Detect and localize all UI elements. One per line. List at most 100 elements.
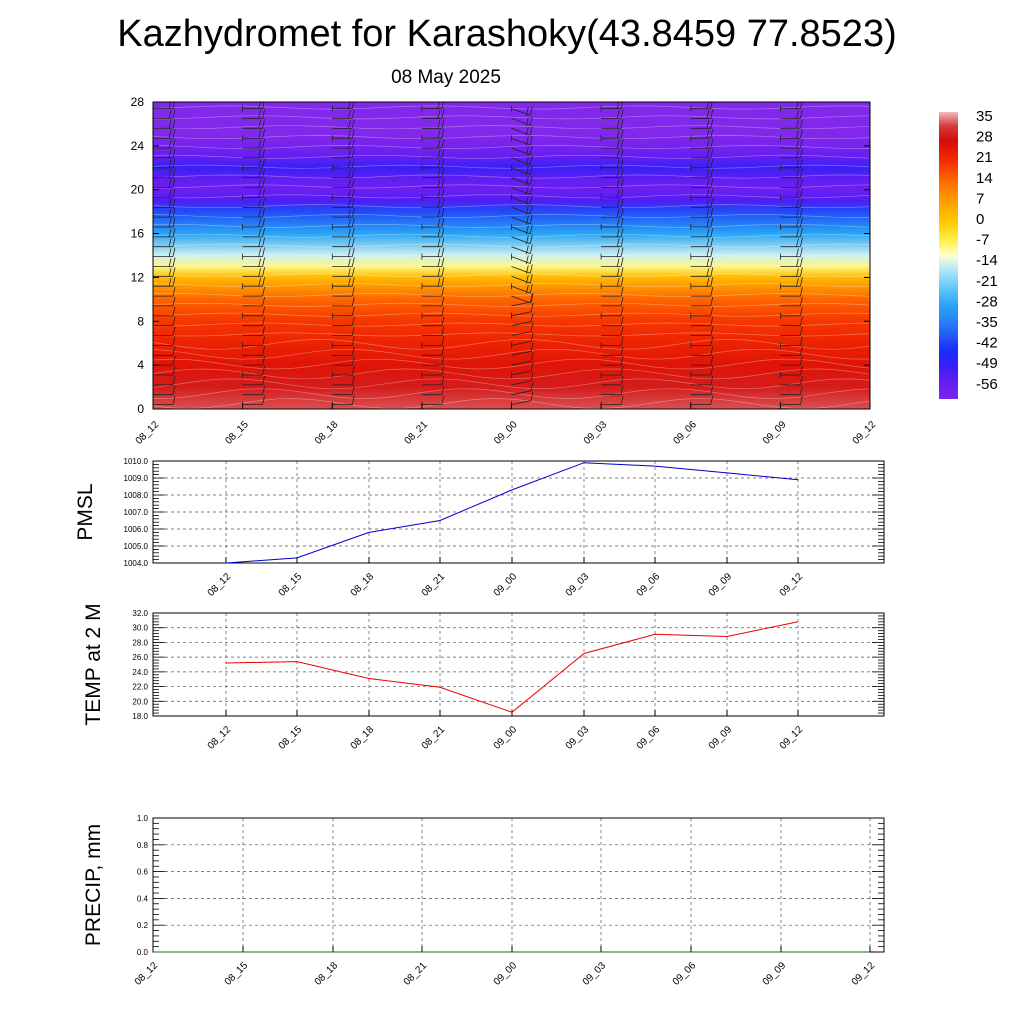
x-tick-label: 08_21 — [403, 419, 431, 447]
wind-barb — [869, 164, 870, 171]
wind-barb — [870, 109, 892, 119]
wind-barb — [511, 205, 533, 215]
wind-barb — [869, 312, 870, 319]
wind-barb — [153, 217, 176, 230]
wind-barb — [601, 316, 624, 327]
wind-barb — [332, 119, 355, 129]
wind-barb — [153, 375, 176, 386]
wind-barb — [600, 277, 624, 290]
colorbar: 35 28 21 14 7 0 -7 -14 -21 -28 -35 -42 -49 -56 — [939, 108, 998, 399]
wind-barb — [511, 302, 534, 319]
wind-barb — [780, 277, 803, 290]
wind-barb — [600, 306, 624, 319]
colorbar-label: -28 — [976, 293, 998, 310]
wind-barb — [332, 296, 355, 307]
wind-barb — [421, 326, 445, 336]
wind-barb — [600, 217, 624, 230]
y-tick-label: 1.0 — [137, 814, 149, 823]
wind-barb — [511, 253, 533, 265]
wind-barb — [421, 178, 445, 189]
wind-barb — [869, 194, 870, 201]
wind-barb — [421, 257, 445, 268]
x-tick-label: 09_00 — [492, 724, 520, 752]
wind-barb — [242, 139, 265, 149]
contour-line — [153, 398, 870, 409]
wind-barb — [511, 264, 533, 274]
wind-barb — [869, 105, 870, 112]
wind-barb — [601, 326, 624, 336]
wind-barb — [332, 267, 355, 277]
wind-barb — [690, 247, 714, 260]
wind-barb — [153, 296, 176, 307]
wind-barb — [511, 234, 533, 245]
wind-barb — [601, 109, 624, 119]
y-tick-label: 20 — [131, 183, 145, 197]
wind-barb — [511, 145, 533, 156]
y-tick-label: 4 — [137, 358, 144, 372]
wind-barb — [332, 109, 355, 119]
wind-barb — [421, 129, 445, 142]
wind-barb — [331, 129, 355, 142]
wind-barb — [780, 158, 803, 171]
wind-barb — [421, 385, 445, 396]
x-tick-label: 08_15 — [277, 724, 305, 752]
wind-barb — [421, 287, 445, 297]
wind-barb — [870, 297, 892, 306]
wind-barb — [870, 356, 892, 365]
contour-line — [153, 145, 870, 149]
x-tick-label: 09_12 — [778, 724, 806, 752]
y-tick-label: 0.0 — [137, 948, 149, 957]
wind-barb — [153, 326, 176, 336]
wind-barb — [421, 365, 445, 378]
y-tick-label: 18.0 — [132, 712, 148, 721]
wind-barb — [421, 296, 445, 307]
x-tick-label: 09_09 — [707, 724, 735, 752]
wind-barb — [511, 105, 533, 116]
x-tick-label: 09_06 — [635, 571, 663, 599]
wind-barb — [511, 185, 533, 195]
colorbar-label: 21 — [976, 149, 993, 166]
wind-barb — [690, 129, 714, 142]
wind-barb — [780, 227, 803, 238]
wind-barb — [421, 168, 445, 179]
wind-barb — [332, 178, 355, 189]
wind-barb — [780, 375, 803, 386]
wind-barb — [511, 214, 533, 225]
x-tick-label: 08_21 — [402, 960, 430, 988]
x-tick-label: 08_15 — [277, 571, 305, 599]
wind-barb — [690, 306, 714, 319]
wind-barb — [153, 237, 176, 248]
x-tick-label: 09_03 — [564, 571, 592, 599]
x-tick-label: 09_12 — [851, 419, 879, 447]
wind-barb — [780, 102, 803, 112]
x-tick-label: 09_00 — [492, 960, 520, 988]
wind-barb — [780, 217, 803, 230]
wind-barb — [332, 208, 355, 218]
wind-barb — [870, 179, 892, 189]
x-tick-label: 08_21 — [420, 724, 448, 752]
wind-barb — [870, 267, 892, 277]
wind-barb — [242, 326, 265, 336]
wind-barb — [242, 178, 265, 189]
wind-barb — [242, 227, 265, 238]
wind-barb — [601, 385, 624, 396]
wind-barb — [242, 365, 265, 378]
wind-barb — [780, 178, 803, 189]
wind-barb — [780, 296, 803, 307]
wind-barb — [690, 257, 714, 268]
wind-barb — [511, 352, 534, 366]
colorbar-label: 0 — [976, 211, 984, 228]
wind-barb — [690, 375, 714, 386]
x-tick-label: 08_15 — [223, 419, 251, 447]
wind-barb — [242, 346, 265, 356]
x-tick-label: 09_09 — [761, 419, 789, 447]
wind-barb — [601, 375, 624, 386]
wind-barb — [153, 306, 176, 319]
wind-barb — [242, 316, 265, 327]
wind-barb — [690, 139, 714, 149]
x-tick-label: 08_18 — [349, 571, 377, 599]
wind-barb — [600, 188, 624, 201]
wind-barb — [870, 228, 892, 238]
wind-barb — [511, 224, 533, 235]
